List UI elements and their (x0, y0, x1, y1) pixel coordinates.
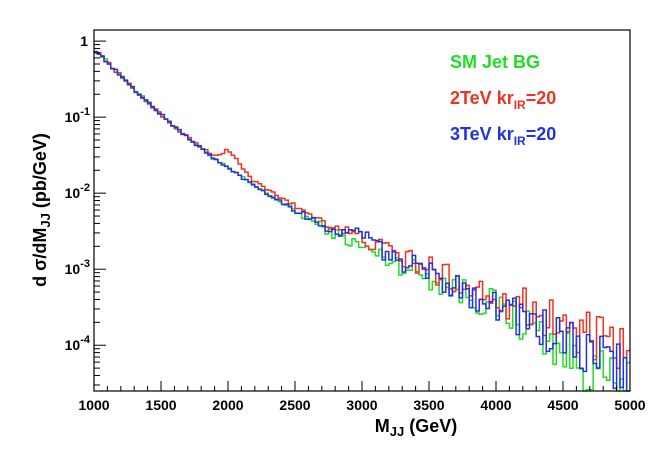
y-tick-label: 10-4 (65, 334, 91, 353)
series-line-2 (94, 50, 630, 392)
x-tick-label: 2500 (279, 397, 310, 413)
x-axis-title: MJJ (GeV) (375, 416, 457, 439)
y-tick-label: 10-3 (65, 258, 90, 277)
legend: SM Jet BG 2TeV krIR=20 3TeV krIR=20 (450, 52, 556, 148)
legend-entry-sm-jet-bg: SM Jet BG (450, 52, 540, 72)
x-tick-label: 4000 (480, 397, 511, 413)
x-tick-label: 1500 (145, 397, 176, 413)
x-tick-label: 3000 (346, 397, 377, 413)
y-axis-title: d σ/dMJJ (pb/GeV) (30, 133, 53, 287)
y-tick-label: 10-1 (65, 106, 90, 125)
x-tick-label: 3500 (413, 397, 444, 413)
series-layer (94, 50, 630, 392)
y-tick-label: 10-2 (65, 182, 90, 201)
x-axis: 1000 1500 2000 2500 3000 3500 4000 4500 5000 (78, 381, 646, 413)
x-tick-label: 5000 (614, 397, 645, 413)
y-axis: 1 10-1 10-2 10-3 10-4 (65, 33, 106, 386)
legend-entry-2tev: 2TeV krIR=20 (450, 88, 556, 112)
y-tick-label: 1 (80, 33, 88, 49)
legend-entry-3tev: 3TeV krIR=20 (450, 124, 556, 148)
x-tick-label: 2000 (212, 397, 243, 413)
x-tick-label: 1000 (78, 397, 109, 413)
x-tick-label: 4500 (547, 397, 578, 413)
